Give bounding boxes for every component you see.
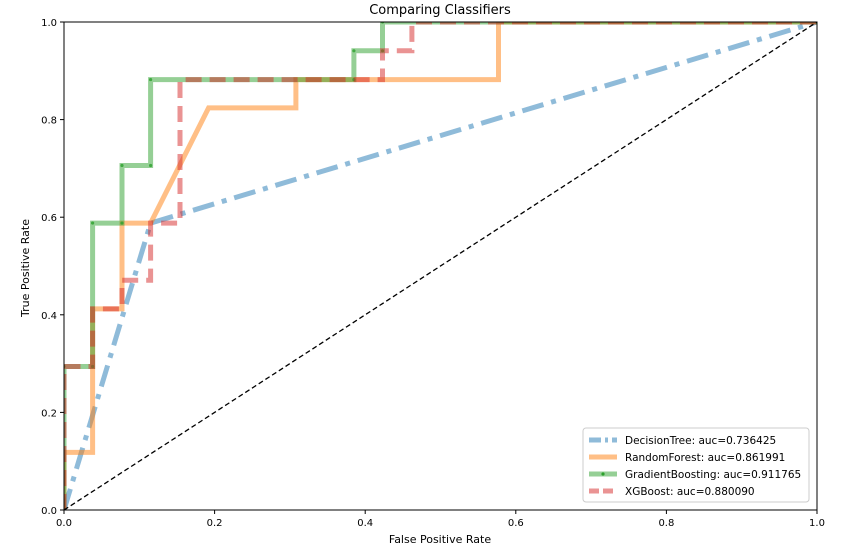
axes: 0.0 0.2 0.4 0.6 0.8 1.0 0.0 0.2 0.4 0.6 0.8 1.0 [41,18,825,529]
axes-frame [63,21,818,511]
legend-label: GradientBoosting: auc=0.911765 [625,469,801,481]
x-axis-label: False Positive Rate [389,533,491,546]
series-line-3 [64,22,817,510]
legend-label: XGBoost: auc=0.880090 [625,486,755,498]
y-tick-label: 0.8 [41,116,57,127]
series-point [148,163,153,168]
series-point [148,77,153,82]
y-axis-label: True Positive Rate [19,219,32,318]
chart-title: Comparing Classifiers [369,3,511,18]
reference-diagonal-line [64,22,817,510]
series-point [91,221,95,225]
legend-box [582,427,810,503]
series-point [120,221,124,225]
x-tick-label: 0.8 [658,518,674,529]
legend-label: DecisionTree: auc=0.736425 [625,435,776,447]
series-point [120,163,124,168]
plot-area [64,22,817,510]
x-tick-label: 0.6 [508,518,524,529]
x-tick-label: 0.0 [56,518,72,529]
y-tick-label: 0.4 [41,311,57,322]
y-tick-label: 0.0 [41,506,57,517]
legend: DecisionTree: auc=0.736425 RandomForest: … [582,427,810,503]
series-point [352,49,356,53]
y-tick-label: 0.2 [41,408,57,419]
x-tick-label: 0.4 [357,518,373,529]
x-tick-label: 1.0 [809,518,825,529]
y-tick-label: 0.6 [41,213,57,224]
legend-label: RandomForest: auc=0.861991 [625,452,785,464]
legend-marker [601,472,605,476]
y-tick-label: 1.0 [41,18,57,29]
x-tick-label: 0.2 [207,518,223,529]
